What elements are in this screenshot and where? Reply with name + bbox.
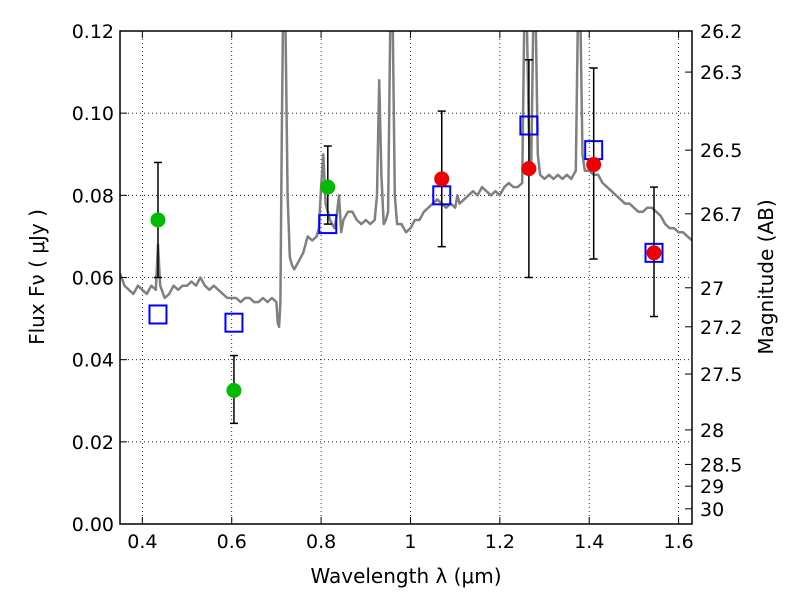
observed-nir-marker bbox=[434, 171, 450, 187]
right-tick-label: 26.7 bbox=[700, 204, 742, 226]
y-tick-label: 0.04 bbox=[72, 350, 114, 372]
right-tick-label: 26.5 bbox=[700, 140, 742, 162]
y-axis-title: Flux Fν ( μJy ) bbox=[25, 209, 49, 345]
x-tick-label: 0.8 bbox=[306, 531, 336, 553]
y-tick-label: 0.08 bbox=[72, 185, 114, 207]
right-tick-label: 28 bbox=[700, 420, 724, 442]
x-tick-label: 1.2 bbox=[485, 531, 515, 553]
x-tick-label: 0.6 bbox=[217, 531, 247, 553]
x-tick-label: 1 bbox=[404, 531, 416, 553]
model-square-marker bbox=[148, 304, 168, 325]
model-square-marker bbox=[224, 312, 244, 333]
right-tick-label: 30 bbox=[700, 499, 724, 521]
right-axis-title: Magnitude (AB) bbox=[754, 199, 778, 354]
observed-optical-marker bbox=[320, 179, 336, 195]
observed-nir-marker bbox=[521, 161, 537, 177]
x-axis-title: Wavelength λ (μm) bbox=[310, 564, 501, 588]
right-tick-label: 29 bbox=[700, 476, 724, 498]
right-tick-label: 27.2 bbox=[700, 317, 742, 339]
x-tick-label: 0.4 bbox=[127, 531, 157, 553]
observed-nir-marker bbox=[586, 157, 602, 173]
x-tick-label: 1.6 bbox=[663, 531, 693, 553]
grid-lines bbox=[120, 30, 692, 525]
observed-nir-marker bbox=[646, 245, 662, 261]
y-tick-label: 0.00 bbox=[72, 514, 114, 536]
y-tick-label: 0.02 bbox=[72, 432, 114, 454]
observed-optical-marker bbox=[150, 212, 166, 228]
y-tick-label: 0.10 bbox=[72, 103, 114, 125]
y-tick-label: 0.12 bbox=[72, 21, 114, 43]
right-tick-label: 26.3 bbox=[700, 62, 742, 84]
right-tick-label: 27 bbox=[700, 278, 724, 300]
observed-optical-marker bbox=[226, 382, 242, 398]
right-tick-label: 26.2 bbox=[700, 21, 742, 43]
right-tick-label: 28.5 bbox=[700, 454, 742, 476]
y-tick-label: 0.06 bbox=[72, 268, 114, 290]
x-tick-label: 1.4 bbox=[574, 531, 604, 553]
spectrum-line bbox=[120, 31, 692, 329]
right-tick-label: 27.5 bbox=[700, 364, 742, 386]
plot-frame bbox=[119, 30, 693, 525]
